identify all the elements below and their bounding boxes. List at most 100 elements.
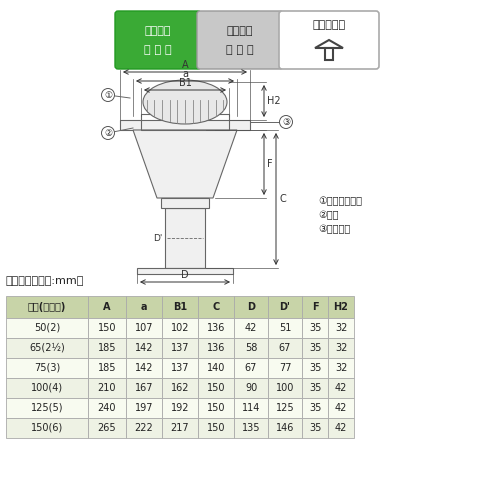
- Text: 146: 146: [276, 423, 294, 433]
- Ellipse shape: [143, 80, 227, 124]
- Text: 51: 51: [279, 323, 291, 333]
- Circle shape: [101, 127, 115, 140]
- Bar: [302, 398, 328, 418]
- Text: 35: 35: [309, 343, 321, 353]
- Text: 50(2): 50(2): [34, 323, 60, 333]
- Polygon shape: [315, 40, 343, 48]
- Text: 150(6): 150(6): [31, 423, 63, 433]
- Bar: [6, 318, 88, 338]
- Bar: [162, 318, 198, 338]
- Bar: [328, 296, 354, 318]
- Bar: [6, 358, 88, 378]
- Text: a: a: [182, 68, 188, 78]
- Text: 67: 67: [279, 343, 291, 353]
- Bar: [234, 338, 268, 358]
- Bar: [6, 378, 88, 398]
- Text: C: C: [279, 194, 286, 204]
- Bar: [161, 198, 209, 208]
- Bar: [120, 120, 250, 130]
- Text: 142: 142: [135, 363, 153, 373]
- Text: 167: 167: [135, 383, 153, 393]
- Text: 32: 32: [335, 323, 347, 333]
- Text: 136: 136: [207, 343, 225, 353]
- Text: 75(3): 75(3): [34, 363, 60, 373]
- Bar: [268, 418, 302, 438]
- Bar: [6, 338, 88, 358]
- Bar: [328, 318, 354, 338]
- Text: F: F: [267, 159, 273, 169]
- Text: 140: 140: [207, 363, 225, 373]
- Text: 67: 67: [245, 363, 257, 373]
- Bar: [268, 318, 302, 338]
- Text: ③: ③: [282, 118, 290, 127]
- Bar: [328, 338, 354, 358]
- Text: 35: 35: [309, 383, 321, 393]
- Text: 32: 32: [335, 363, 347, 373]
- Bar: [198, 296, 234, 318]
- Bar: [328, 398, 354, 418]
- Polygon shape: [133, 130, 237, 198]
- Bar: [302, 418, 328, 438]
- Bar: [88, 358, 126, 378]
- Text: 114: 114: [242, 403, 260, 413]
- Bar: [302, 378, 328, 398]
- Bar: [126, 296, 162, 318]
- Bar: [6, 398, 88, 418]
- Bar: [234, 418, 268, 438]
- Text: 42: 42: [335, 403, 347, 413]
- Bar: [88, 318, 126, 338]
- Text: 100(4): 100(4): [31, 383, 63, 393]
- Bar: [268, 378, 302, 398]
- Text: B1: B1: [173, 302, 187, 312]
- Text: 42: 42: [245, 323, 257, 333]
- Bar: [137, 268, 233, 274]
- Text: D: D: [247, 302, 255, 312]
- Bar: [198, 338, 234, 358]
- Bar: [88, 398, 126, 418]
- Text: 150: 150: [207, 423, 225, 433]
- Bar: [162, 418, 198, 438]
- Bar: [234, 318, 268, 338]
- Text: 137: 137: [171, 343, 189, 353]
- Text: 240: 240: [98, 403, 116, 413]
- Text: 137: 137: [171, 363, 189, 373]
- FancyBboxPatch shape: [279, 11, 379, 69]
- Bar: [328, 378, 354, 398]
- Text: 150: 150: [207, 383, 225, 393]
- Bar: [126, 418, 162, 438]
- Circle shape: [101, 88, 115, 101]
- Text: B1: B1: [179, 77, 192, 87]
- Text: A: A: [182, 59, 188, 69]
- Text: 寸法表　＜単位:mm＞: 寸法表 ＜単位:mm＞: [6, 276, 84, 286]
- Text: 136: 136: [207, 323, 225, 333]
- Bar: [126, 378, 162, 398]
- Text: 58: 58: [245, 343, 257, 353]
- Bar: [328, 358, 354, 378]
- Text: a: a: [141, 302, 147, 312]
- Text: 差し込み式: 差し込み式: [312, 21, 346, 31]
- Bar: [162, 358, 198, 378]
- Text: F: F: [312, 302, 318, 312]
- Bar: [88, 418, 126, 438]
- Text: 217: 217: [171, 423, 189, 433]
- FancyBboxPatch shape: [115, 11, 201, 69]
- Bar: [126, 318, 162, 338]
- Bar: [268, 338, 302, 358]
- Text: 125: 125: [276, 403, 294, 413]
- Bar: [268, 358, 302, 378]
- Text: ②: ②: [104, 129, 112, 138]
- Text: A: A: [103, 302, 111, 312]
- Text: 265: 265: [98, 423, 116, 433]
- Text: ①ストレーナー: ①ストレーナー: [318, 196, 362, 206]
- Bar: [302, 338, 328, 358]
- Text: モルタル: モルタル: [227, 26, 253, 36]
- Text: 222: 222: [134, 423, 154, 433]
- Text: H2: H2: [267, 96, 281, 106]
- Text: H2: H2: [334, 302, 348, 312]
- Text: 107: 107: [135, 323, 153, 333]
- Text: D': D': [154, 233, 163, 242]
- Text: ②本体: ②本体: [318, 210, 338, 220]
- Bar: [234, 398, 268, 418]
- Bar: [126, 398, 162, 418]
- Bar: [162, 296, 198, 318]
